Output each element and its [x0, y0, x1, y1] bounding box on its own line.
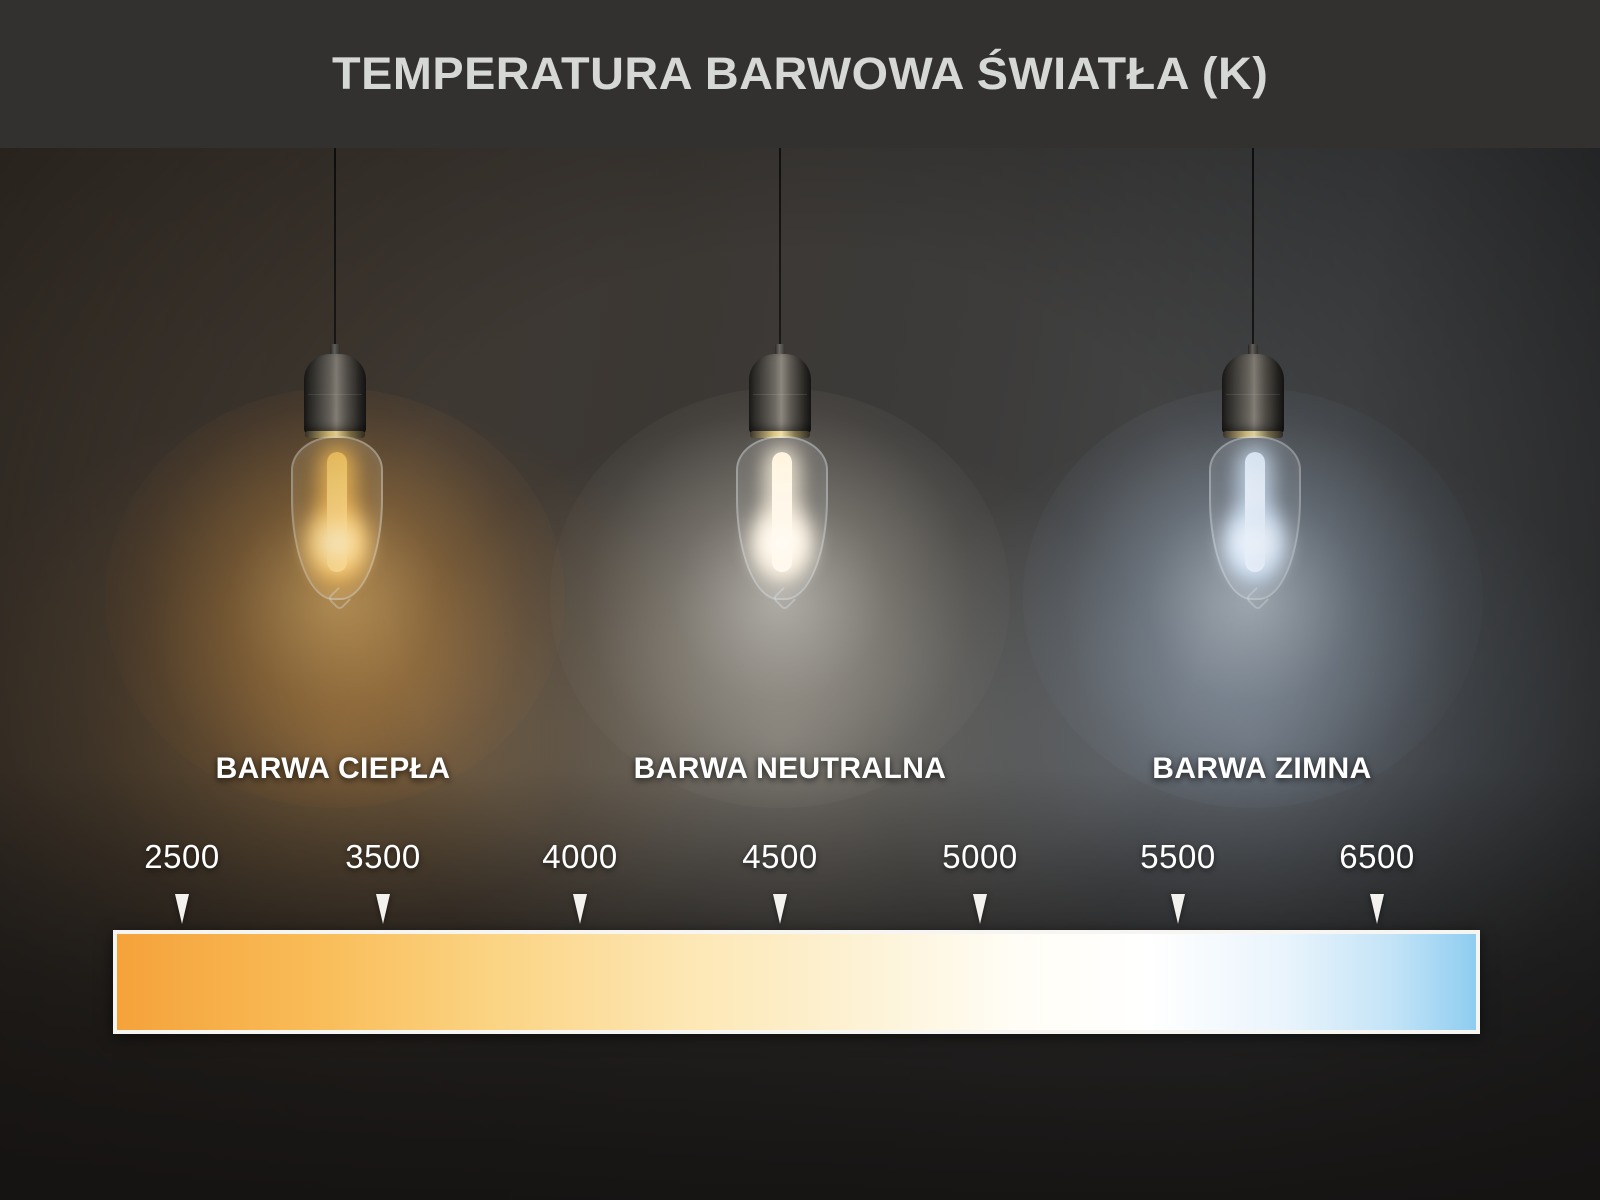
category-label-warm: BARWA CIEPŁA [215, 752, 451, 785]
kelvin-tick-value: 5500 [1140, 838, 1216, 875]
kelvin-tick-arrow-icon [1370, 894, 1384, 924]
color-temperature-gradient-bar [113, 930, 1480, 1034]
kelvin-tick-value: 3500 [345, 838, 421, 875]
kelvin-tick-arrow-icon [573, 894, 587, 924]
kelvin-tick-value: 2500 [144, 838, 220, 875]
header-bar: TEMPERATURA BARWOWA ŚWIATŁA (K) [0, 0, 1600, 148]
category-label-neutral: BARWA NEUTRALNA [633, 752, 947, 785]
kelvin-tick-arrow-icon [376, 894, 390, 924]
kelvin-tick-arrow-icon [175, 894, 189, 924]
photo-stage [0, 148, 1600, 1200]
kelvin-tick-value: 5000 [942, 838, 1018, 875]
kelvin-tick-arrow-icon [773, 894, 787, 924]
gradient-fill [117, 934, 1476, 1030]
kelvin-tick-value: 4000 [542, 838, 618, 875]
page-title: TEMPERATURA BARWOWA ŚWIATŁA (K) [331, 48, 1269, 99]
kelvin-tick-value: 6500 [1339, 838, 1415, 875]
kelvin-tick-arrow-icon [1171, 894, 1185, 924]
kelvin-tick-value: 4500 [742, 838, 818, 875]
kelvin-tick-arrow-icon [973, 894, 987, 924]
category-label-cool: BARWA ZIMNA [1152, 752, 1372, 785]
